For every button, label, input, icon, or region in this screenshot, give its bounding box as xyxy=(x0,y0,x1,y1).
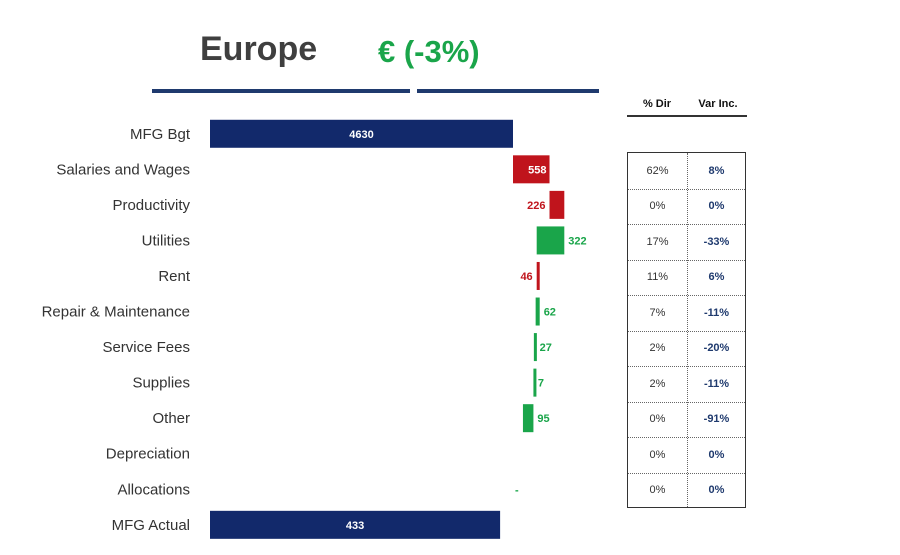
chart-title: Europe xyxy=(200,30,318,68)
row-separator xyxy=(628,472,745,474)
decrease-bar xyxy=(522,404,534,433)
category-label: Rent xyxy=(158,268,191,285)
data-label: 46 xyxy=(520,271,532,283)
column-separator xyxy=(687,153,688,507)
dir-cell: 11% xyxy=(646,271,669,284)
data-label: 4630 xyxy=(349,129,373,141)
category-label: Depreciation xyxy=(106,446,190,463)
title-underline xyxy=(417,89,599,93)
var-cell: 0% xyxy=(708,484,725,497)
increase-bar xyxy=(513,155,550,184)
table-row: 11% 6% xyxy=(628,260,745,296)
total-bar xyxy=(210,119,513,148)
table-row: 0% 0% xyxy=(628,189,745,225)
variance-table: 62% 8% 0% 0% 17% -33% 11% 6% 7% -11% 2% -20% 2% -11% 0… xyxy=(627,152,746,508)
var-cell: 8% xyxy=(708,164,725,177)
data-label: - xyxy=(515,484,519,496)
data-label: 27 xyxy=(540,342,552,354)
category-label: Productivity xyxy=(112,197,190,214)
data-label: 558 xyxy=(528,164,546,176)
dir-cell: 2% xyxy=(649,377,666,390)
row-separator xyxy=(628,188,745,190)
increase-bar xyxy=(549,190,565,219)
table-row: 0% 0% xyxy=(628,437,745,473)
decrease-bar xyxy=(536,226,565,255)
category-label: MFG Bgt xyxy=(130,126,191,143)
table-row: 0% 0% xyxy=(628,473,745,509)
dir-cell: 2% xyxy=(649,342,666,355)
var-cell: -11% xyxy=(703,377,730,390)
row-separator xyxy=(628,401,745,403)
decrease-bar xyxy=(533,368,537,397)
dir-cell: 7% xyxy=(649,306,666,319)
data-label: 95 xyxy=(537,413,549,425)
var-cell: 0% xyxy=(708,448,725,461)
data-label: 62 xyxy=(544,307,556,319)
data-label: 322 xyxy=(568,235,586,247)
row-separator xyxy=(628,437,745,438)
var-cell: -20% xyxy=(703,342,730,355)
table-header-var: Var Inc. xyxy=(698,98,738,110)
table-row: 0% -91% xyxy=(628,402,745,438)
chart-subtitle: € (-3%) xyxy=(378,34,480,69)
table-row: 62% 8% xyxy=(628,153,745,189)
title-underline xyxy=(152,89,410,93)
dir-cell: 0% xyxy=(649,200,666,213)
table-row: 7% -11% xyxy=(628,295,745,331)
row-separator xyxy=(628,366,745,367)
category-label: Supplies xyxy=(132,375,190,392)
var-cell: -33% xyxy=(703,235,730,248)
dir-cell: 17% xyxy=(646,235,669,248)
category-label: Utilities xyxy=(142,232,190,249)
var-cell: -91% xyxy=(703,413,730,426)
category-label: Allocations xyxy=(117,481,190,498)
dir-cell: 0% xyxy=(649,413,666,426)
row-separator xyxy=(628,224,745,225)
category-label: Other xyxy=(152,410,190,427)
category-label: Repair & Maintenance xyxy=(42,304,190,321)
table-header-dir: % Dir xyxy=(642,98,672,110)
category-label: Salaries and Wages xyxy=(56,161,190,178)
row-separator xyxy=(628,259,745,261)
data-label: 433 xyxy=(346,520,364,532)
row-separator xyxy=(628,295,745,296)
var-cell: 0% xyxy=(708,200,725,213)
category-label: MFG Actual xyxy=(112,517,190,534)
var-cell: -11% xyxy=(703,306,730,319)
increase-bar xyxy=(536,261,540,290)
table-row: 2% -20% xyxy=(628,331,745,367)
row-separator xyxy=(628,330,745,332)
header-rule xyxy=(627,115,747,117)
var-cell: 6% xyxy=(708,271,725,284)
category-label: Service Fees xyxy=(102,339,190,356)
data-label: 7 xyxy=(538,378,544,390)
table-row: 17% -33% xyxy=(628,224,745,260)
decrease-bar xyxy=(535,297,540,326)
data-label: 226 xyxy=(527,200,545,212)
total-bar xyxy=(210,510,501,539)
dir-cell: 0% xyxy=(649,448,666,461)
dir-cell: 0% xyxy=(649,484,666,497)
table-row: 2% -11% xyxy=(628,366,745,402)
dir-cell: 62% xyxy=(646,164,669,177)
decrease-bar xyxy=(533,333,537,362)
